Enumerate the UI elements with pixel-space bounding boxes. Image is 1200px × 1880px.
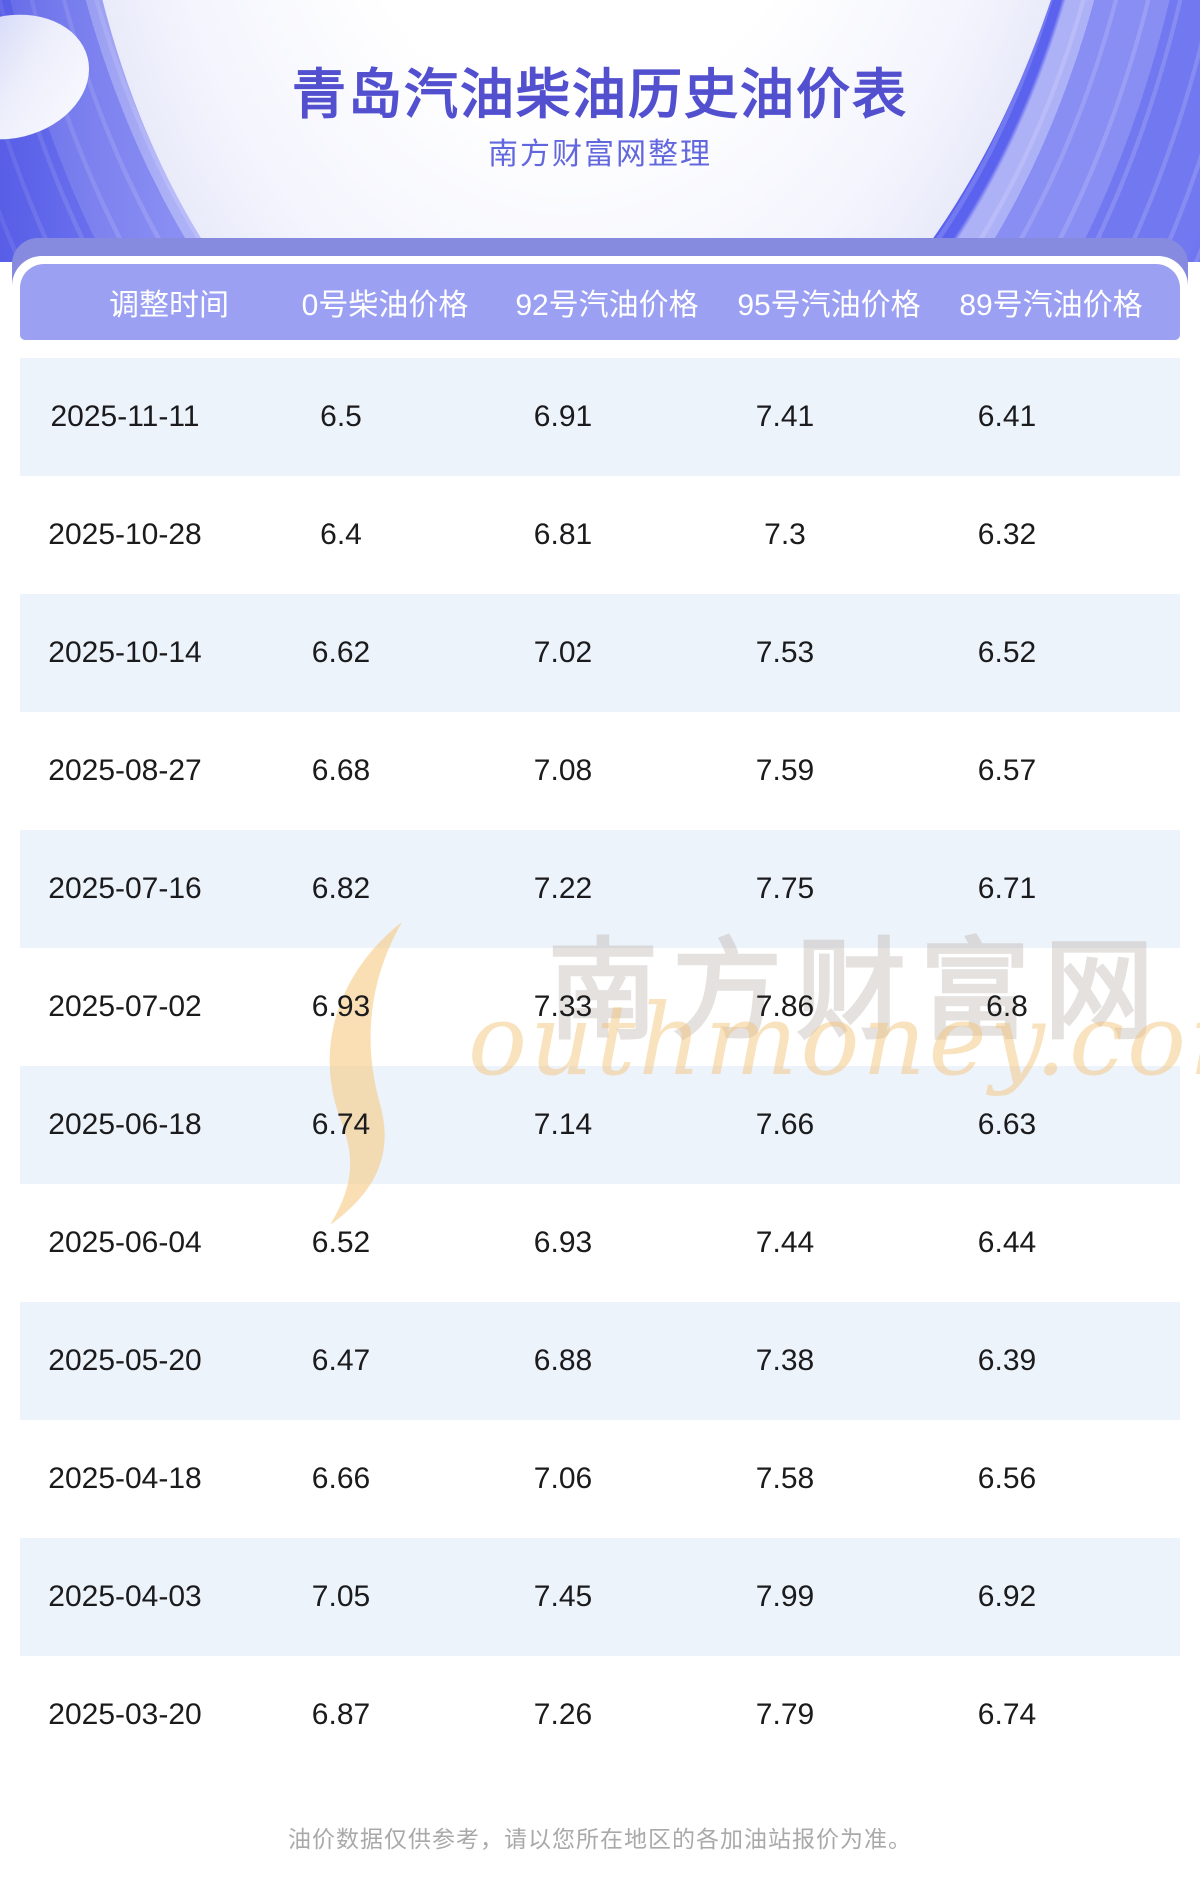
table-body: 2025-11-11 6.5 6.91 7.41 6.41 2025-10-28 6.4 6.… — [20, 358, 1180, 1774]
col-header-gasoline-95: 95号汽油价格 — [737, 289, 921, 322]
col-header-gasoline-89: 89号汽油价格 — [959, 289, 1143, 322]
table-row: 2025-10-28 6.4 6.81 7.3 6.32 — [20, 476, 1180, 594]
row-price: 7.08 — [533, 754, 593, 787]
row-price: 6.71 — [977, 872, 1037, 905]
row-price: 7.99 — [755, 1580, 815, 1613]
table-row: 2025-10-14 6.62 7.02 7.53 6.52 — [20, 594, 1180, 712]
row-date: 2025-08-27 — [48, 754, 202, 787]
table-row: 2025-07-02 6.93 7.33 7.86 6.8 — [20, 948, 1180, 1066]
row-price: 6.52 — [311, 1226, 371, 1259]
table-row: 2025-04-18 6.66 7.06 7.58 6.56 — [20, 1420, 1180, 1538]
row-price: 6.74 — [311, 1108, 371, 1141]
table-row: 2025-07-16 6.82 7.22 7.75 6.71 — [20, 830, 1180, 948]
row-price: 7.38 — [755, 1344, 815, 1377]
row-price: 7.06 — [533, 1462, 593, 1495]
row-price: 6.8 — [986, 990, 1028, 1023]
row-date: 2025-07-02 — [48, 990, 202, 1023]
row-price: 6.32 — [977, 518, 1037, 551]
row-price: 7.66 — [755, 1108, 815, 1141]
row-price: 6.56 — [977, 1462, 1037, 1495]
row-price: 6.57 — [977, 754, 1037, 787]
row-price: 6.93 — [311, 990, 371, 1023]
table-row: 2025-03-20 6.87 7.26 7.79 6.74 — [20, 1656, 1180, 1774]
col-header-adjust-date: 调整时间 — [109, 289, 229, 322]
row-price: 6.44 — [977, 1226, 1037, 1259]
row-price: 7.79 — [755, 1698, 815, 1731]
row-price: 6.91 — [533, 400, 593, 433]
row-price: 6.82 — [311, 872, 371, 905]
row-price: 7.02 — [533, 636, 593, 669]
page-subtitle: 南方财富网整理 — [488, 138, 712, 171]
row-date: 2025-10-14 — [48, 636, 202, 669]
table-row: 2025-05-20 6.47 6.88 7.38 6.39 — [20, 1302, 1180, 1420]
row-price: 6.5 — [320, 400, 362, 433]
table-row: 2025-06-18 6.74 7.14 7.66 6.63 — [20, 1066, 1180, 1184]
row-price: 6.47 — [311, 1344, 371, 1377]
table-row: 2025-04-03 7.05 7.45 7.99 6.92 — [20, 1538, 1180, 1656]
row-price: 7.58 — [755, 1462, 815, 1495]
row-price: 6.93 — [533, 1226, 593, 1259]
row-price: 7.44 — [755, 1226, 815, 1259]
row-price: 7.86 — [755, 990, 815, 1023]
row-date: 2025-06-04 — [48, 1226, 202, 1259]
row-price: 7.45 — [533, 1580, 593, 1613]
row-price: 7.14 — [533, 1108, 593, 1141]
row-price: 7.41 — [755, 400, 815, 433]
row-price: 6.63 — [977, 1108, 1037, 1141]
row-price: 6.52 — [977, 636, 1037, 669]
row-price: 7.75 — [755, 872, 815, 905]
row-price: 6.62 — [311, 636, 371, 669]
row-price: 6.68 — [311, 754, 371, 787]
table-row: 2025-11-11 6.5 6.91 7.41 6.41 — [20, 358, 1180, 476]
row-date: 2025-04-18 — [48, 1462, 202, 1495]
row-price: 6.66 — [311, 1462, 371, 1495]
table-row: 2025-08-27 6.68 7.08 7.59 6.57 — [20, 712, 1180, 830]
row-price: 7.26 — [533, 1698, 593, 1731]
table-row: 2025-06-04 6.52 6.93 7.44 6.44 — [20, 1184, 1180, 1302]
row-price: 7.05 — [311, 1580, 371, 1613]
disclaimer-text: 油价数据仅供参考，请以您所在地区的各加油站报价为准。 — [288, 1826, 912, 1852]
table-header-row: 调整时间 0号柴油价格 92号汽油价格 95号汽油价格 89号汽油价格 — [20, 264, 1180, 340]
price-table-card: 调整时间 0号柴油价格 92号汽油价格 95号汽油价格 89号汽油价格 2025… — [12, 256, 1188, 1782]
row-date: 2025-10-28 — [48, 518, 202, 551]
col-header-gasoline-92: 92号汽油价格 — [515, 289, 699, 322]
row-price: 7.59 — [755, 754, 815, 787]
row-date: 2025-06-18 — [48, 1108, 202, 1141]
col-header-diesel-0: 0号柴油价格 — [301, 289, 469, 322]
row-date: 2025-07-16 — [48, 872, 202, 905]
hero-banner: 青岛汽油柴油历史油价表 南方财富网整理 — [0, 0, 1200, 262]
row-price: 6.87 — [311, 1698, 371, 1731]
page-title: 青岛汽油柴油历史油价表 — [292, 65, 908, 125]
row-price: 7.3 — [764, 518, 806, 551]
row-date: 2025-03-20 — [48, 1698, 202, 1731]
row-price: 7.33 — [533, 990, 593, 1023]
row-price: 7.53 — [755, 636, 815, 669]
row-price: 6.39 — [977, 1344, 1037, 1377]
row-date: 2025-04-03 — [48, 1580, 202, 1613]
row-price: 6.92 — [977, 1580, 1037, 1613]
row-price: 7.22 — [533, 872, 593, 905]
row-date: 2025-11-11 — [50, 400, 200, 433]
row-price: 6.88 — [533, 1344, 593, 1377]
row-date: 2025-05-20 — [48, 1344, 202, 1377]
row-price: 6.4 — [320, 518, 362, 551]
row-price: 6.81 — [533, 518, 593, 551]
row-price: 6.41 — [977, 400, 1037, 433]
row-price: 6.74 — [977, 1698, 1037, 1731]
